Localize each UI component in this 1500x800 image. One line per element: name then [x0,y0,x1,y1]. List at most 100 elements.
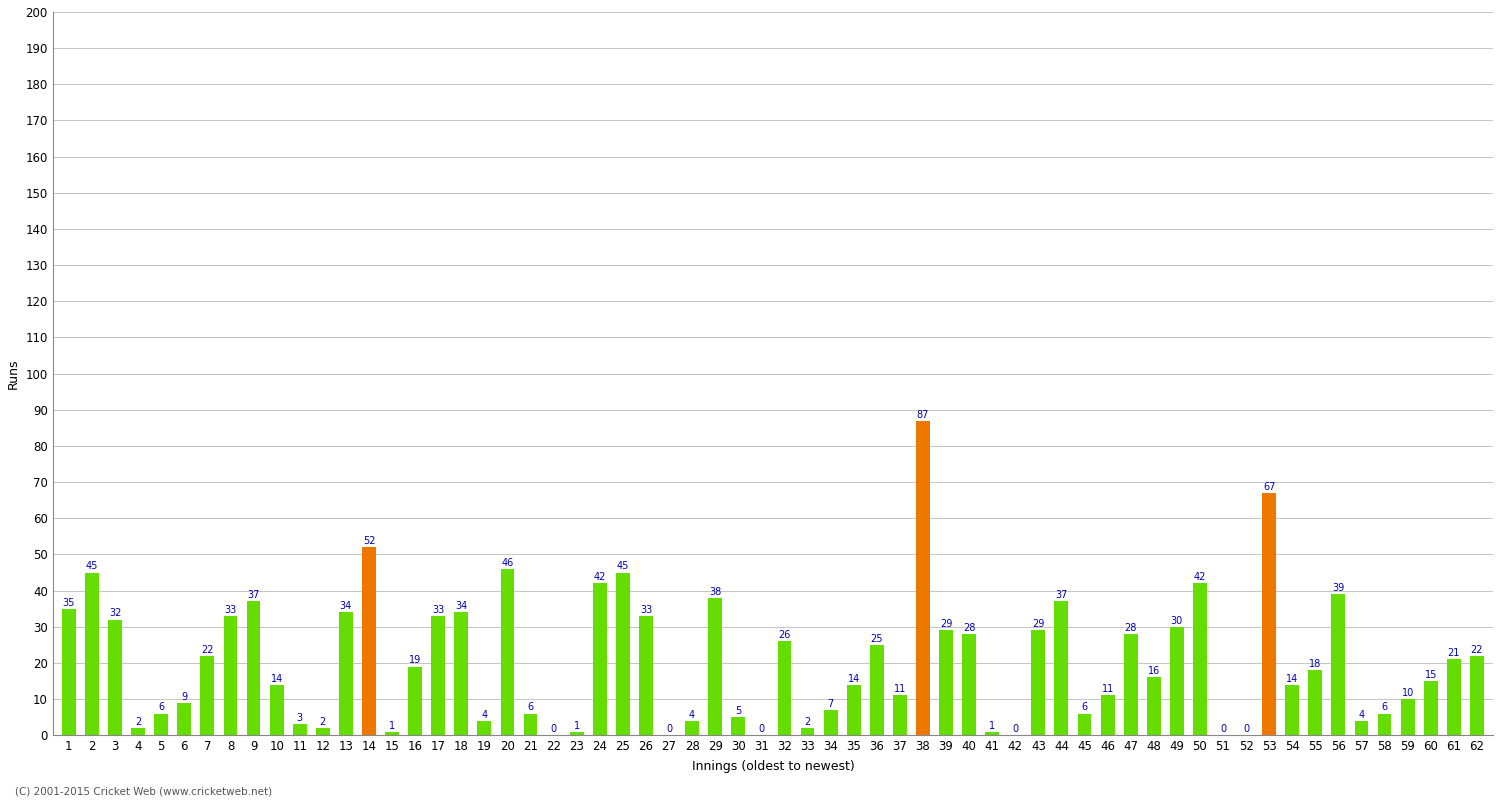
Text: (C) 2001-2015 Cricket Web (www.cricketweb.net): (C) 2001-2015 Cricket Web (www.cricketwe… [15,786,272,796]
Bar [339,612,352,735]
Text: 5: 5 [735,706,741,716]
Text: 2: 2 [135,717,141,727]
Text: 33: 33 [225,605,237,615]
Text: 21: 21 [1448,648,1460,658]
Bar [847,685,861,735]
Text: 45: 45 [86,562,98,571]
Bar [592,583,606,735]
Text: 42: 42 [1194,572,1206,582]
Text: 14: 14 [270,674,284,683]
Text: 67: 67 [1263,482,1275,492]
Text: 1: 1 [573,721,580,730]
Bar [801,728,814,735]
Bar [639,616,652,735]
Text: 0: 0 [1220,724,1226,734]
Text: 37: 37 [1054,590,1068,600]
Text: 37: 37 [248,590,259,600]
Bar [939,630,952,735]
Bar [1332,594,1346,735]
Text: 38: 38 [710,586,722,597]
Text: 34: 34 [340,602,352,611]
Bar [708,598,722,735]
Text: 14: 14 [847,674,859,683]
Bar [962,634,976,735]
Text: 1: 1 [388,721,394,730]
Text: 35: 35 [63,598,75,607]
Text: 25: 25 [870,634,883,644]
Text: 32: 32 [110,609,122,618]
Text: 29: 29 [940,619,952,630]
Bar [777,642,792,735]
Text: 46: 46 [501,558,513,568]
Bar [454,612,468,735]
Bar [1286,685,1299,735]
Text: 42: 42 [594,572,606,582]
Text: 10: 10 [1401,688,1414,698]
Text: 0: 0 [1244,724,1250,734]
Bar [177,702,190,735]
Text: 0: 0 [666,724,672,734]
Text: 6: 6 [1082,702,1088,713]
Bar [477,721,492,735]
Text: 2: 2 [804,717,810,727]
Text: 19: 19 [410,655,422,666]
Text: 1: 1 [988,721,994,730]
Bar [824,710,837,735]
Bar [386,732,399,735]
Text: 11: 11 [1101,684,1113,694]
Text: 34: 34 [454,602,468,611]
Bar [870,645,883,735]
Bar [686,721,699,735]
Bar [408,666,422,735]
Text: 16: 16 [1148,666,1160,676]
Bar [1262,493,1276,735]
Text: 9: 9 [182,692,188,702]
Bar [616,573,630,735]
Bar [292,725,306,735]
Bar [916,421,930,735]
Text: 6: 6 [528,702,534,713]
Bar [1424,681,1437,735]
Bar [1148,678,1161,735]
Text: 4: 4 [688,710,694,720]
X-axis label: Innings (oldest to newest): Innings (oldest to newest) [692,760,855,773]
Bar [732,717,746,735]
Bar [1101,695,1114,735]
Text: 11: 11 [894,684,906,694]
Text: 7: 7 [828,699,834,709]
Bar [986,732,999,735]
Bar [154,714,168,735]
Bar [432,616,445,735]
Text: 33: 33 [432,605,444,615]
Bar [1032,630,1046,735]
Text: 45: 45 [616,562,628,571]
Bar [1448,659,1461,735]
Text: 39: 39 [1332,583,1344,593]
Text: 4: 4 [1359,710,1365,720]
Bar [1192,583,1208,735]
Bar [1377,714,1392,735]
Text: 52: 52 [363,536,375,546]
Bar [1124,634,1137,735]
Y-axis label: Runs: Runs [8,358,20,389]
Bar [1401,699,1414,735]
Text: 18: 18 [1310,659,1322,669]
Text: 4: 4 [482,710,488,720]
Text: 0: 0 [1013,724,1019,734]
Bar [224,616,237,735]
Text: 2: 2 [320,717,326,727]
Text: 26: 26 [778,630,790,640]
Text: 28: 28 [1125,623,1137,633]
Bar [362,547,376,735]
Text: 3: 3 [297,714,303,723]
Text: 6: 6 [1382,702,1388,713]
Text: 87: 87 [916,410,928,419]
Text: 0: 0 [759,724,765,734]
Bar [62,609,76,735]
Bar [108,619,122,735]
Text: 15: 15 [1425,670,1437,680]
Bar [130,728,146,735]
Bar [1354,721,1368,735]
Bar [316,728,330,735]
Bar [501,569,515,735]
